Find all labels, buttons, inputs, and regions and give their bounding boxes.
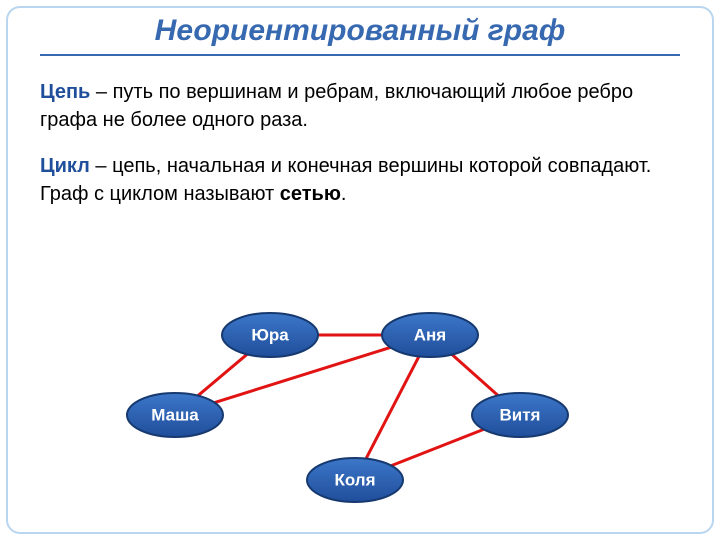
edge-masha-anya xyxy=(215,347,391,402)
definition-chain: Цепь – путь по вершинам и ребрам, включа… xyxy=(40,78,680,134)
node-masha: Маша xyxy=(127,393,223,437)
definition-cycle: Цикл – цепь, начальная и конечная вершин… xyxy=(40,152,680,180)
paragraph-gap xyxy=(40,134,680,152)
definitions-block: Цепь – путь по вершинам и ребрам, включа… xyxy=(0,56,720,208)
edge-kolya-vitya xyxy=(391,429,483,465)
edge-anya-kolya xyxy=(366,356,419,458)
node-anya: Аня xyxy=(382,313,478,357)
edge-anya-vitya xyxy=(452,355,498,396)
node-label-vitya: Витя xyxy=(500,406,541,425)
node-label-masha: Маша xyxy=(151,406,199,425)
extra-suffix: . xyxy=(341,183,347,205)
graph-container: Юра Аня Маша Витя Коля xyxy=(0,280,720,540)
nodes-layer: Юра Аня Маша Витя Коля xyxy=(127,313,568,502)
node-yura: Юра xyxy=(222,313,318,357)
node-label-kolya: Коля xyxy=(334,471,375,490)
term-chain: Цепь xyxy=(40,81,90,103)
graph-svg: Юра Аня Маша Витя Коля xyxy=(0,280,720,540)
edge-masha-yura xyxy=(198,354,247,395)
extra-line: Граф с циклом называют сетью. xyxy=(40,180,680,208)
def-chain-rest: – путь по вершинам и ребрам, включающий … xyxy=(40,81,633,131)
node-label-yura: Юра xyxy=(251,326,289,345)
slide-title: Неориентированный граф xyxy=(0,0,720,48)
extra-bold: сетью xyxy=(280,183,341,205)
extra-prefix: Граф с циклом называют xyxy=(40,183,280,205)
node-label-anya: Аня xyxy=(414,326,446,345)
node-kolya: Коля xyxy=(307,458,403,502)
def-cycle-rest: – цепь, начальная и конечная вершины кот… xyxy=(90,155,651,177)
term-cycle: Цикл xyxy=(40,155,90,177)
node-vitya: Витя xyxy=(472,393,568,437)
